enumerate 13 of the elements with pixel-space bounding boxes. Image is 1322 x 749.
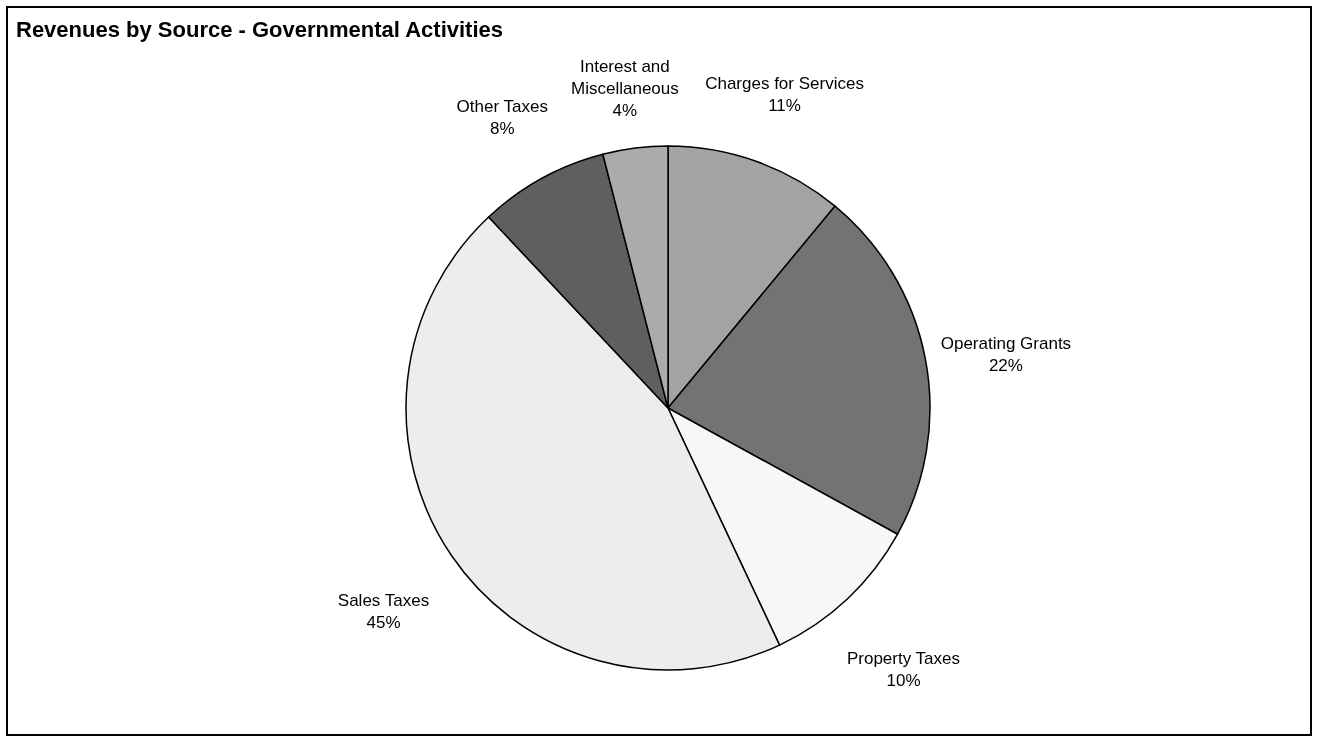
data-label: 8% <box>489 118 515 138</box>
data-label: 45% <box>366 613 401 633</box>
data-label: 10% <box>886 670 921 690</box>
slice-label: Interest and Miscellaneous <box>571 56 679 98</box>
data-label: 11% <box>768 96 801 116</box>
slice-label: Charges for Services <box>705 74 864 94</box>
slice-label: Property Taxes <box>846 648 961 668</box>
chart-title: Revenues by Source - Governmental Activities <box>16 17 504 42</box>
slice-label: Other Taxes <box>456 96 548 116</box>
slice-label: Sales Taxes <box>337 591 430 611</box>
data-label: 22% <box>988 355 1023 375</box>
data-label: 4% <box>612 100 638 120</box>
slice-label: Operating Grants <box>940 333 1072 353</box>
